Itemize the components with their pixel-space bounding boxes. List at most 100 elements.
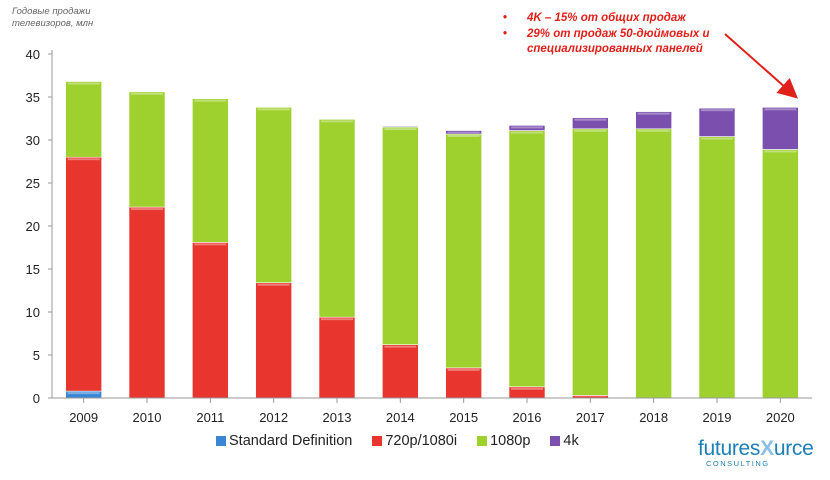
futuresource-logo: futuresXurce CONSULTING [698, 437, 828, 468]
y-tick-label: 25 [26, 176, 40, 191]
bar-segment [762, 149, 799, 399]
legend-label: Standard Definition [229, 433, 353, 449]
legend-item-sd: Standard Definition [216, 433, 352, 449]
x-tick-label: 2010 [133, 410, 162, 425]
y-tick-label: 30 [26, 133, 40, 148]
bar-highlight [764, 150, 797, 153]
bar-segment [65, 156, 102, 392]
bar-segment [255, 282, 292, 399]
x-tick-label: 2013 [323, 410, 352, 425]
bar-highlight [384, 345, 417, 348]
y-tick-label: 15 [26, 262, 40, 277]
bar-segment [445, 367, 482, 399]
x-tick-label: 2016 [513, 410, 542, 425]
bar-segment [635, 111, 672, 130]
legend-swatch [550, 436, 561, 446]
bar-segment [572, 117, 609, 130]
x-tick-label: 2017 [576, 410, 605, 425]
bar-highlight [574, 129, 607, 132]
bars [65, 81, 799, 399]
annotation: 4K – 15% от общих продаж 29% от продаж 5… [503, 11, 763, 58]
bar-highlight [511, 387, 543, 390]
y-tick-label: 40 [26, 47, 40, 62]
bar-highlight [701, 109, 733, 112]
x-tick-label: 2018 [639, 410, 668, 425]
legend-item-4k: 4k [550, 433, 579, 449]
y-axis: 0 5 10 15 20 25 30 35 40 [26, 47, 53, 406]
bar-highlight [447, 134, 480, 137]
bar-segment [508, 130, 546, 388]
bar-highlight [131, 208, 163, 211]
bar-highlight [257, 283, 290, 286]
bar-highlight [447, 368, 480, 371]
bar-segment [698, 107, 736, 137]
legend-label: 1080p [490, 433, 531, 449]
bar-segment [318, 316, 356, 399]
bar-highlight [574, 118, 607, 121]
bar-highlight [511, 131, 543, 134]
bar-highlight [131, 92, 163, 95]
bar-segment [65, 81, 102, 158]
bar-highlight [67, 82, 100, 85]
bar-highlight [194, 99, 227, 102]
bar-segment [762, 107, 799, 150]
bar-highlight [511, 126, 543, 129]
bar-highlight [321, 318, 353, 321]
bar-highlight [447, 131, 480, 133]
bar-segment [445, 130, 482, 135]
bar-segment [128, 206, 166, 399]
bar-highlight [701, 137, 733, 140]
annotation-item: 29% от продаж 50-дюймовых и специализиро… [503, 27, 763, 58]
x-tick-label: 2014 [386, 410, 415, 425]
bar-highlight [257, 108, 290, 111]
bar-segment [572, 128, 609, 396]
bar-highlight [194, 243, 227, 246]
y-tick-label: 20 [26, 219, 40, 234]
y-axis-title-line: Годовые продажи [12, 6, 91, 17]
x-tick-label: 2012 [259, 410, 288, 425]
legend-label: 4k [563, 433, 579, 449]
y-tick-label: 0 [33, 391, 40, 406]
bar-highlight [764, 108, 797, 111]
y-tick-label: 5 [33, 348, 40, 363]
legend-item-720p: 720p/1080i [372, 433, 457, 449]
annotation-item: 4K – 15% от общих продаж [503, 11, 763, 27]
logo-subtitle: CONSULTING [706, 459, 770, 468]
bar-segment [382, 126, 419, 345]
y-axis-title: Годовые продажи телевизоров, млн [12, 6, 162, 30]
logo-wordmark: futuresXurce [698, 437, 814, 460]
legend-swatch [216, 436, 226, 446]
bar-segment [508, 125, 546, 131]
bar-highlight [384, 128, 417, 131]
bar-segment [255, 107, 292, 284]
bar-highlight [574, 396, 607, 397]
bar-highlight [67, 392, 100, 395]
bar-highlight [637, 129, 670, 132]
bar-segment [192, 98, 229, 243]
legend-swatch [477, 436, 488, 446]
x-tick-label: 2020 [766, 410, 795, 425]
bar-segment [128, 91, 166, 208]
x-tick-label: 2011 [196, 410, 224, 425]
bar-highlight [67, 158, 100, 161]
x-tick-label: 2009 [69, 410, 98, 425]
bar-segment [382, 125, 419, 128]
bar-segment [318, 119, 356, 318]
y-tick-label: 10 [26, 305, 40, 320]
x-tick-label: 2019 [703, 410, 732, 425]
bar-segment [635, 128, 672, 399]
x-axis: 2009 2010 2011 2012 2013 2014 2015 2016 2017 2018… [52, 397, 812, 425]
bar-highlight [637, 112, 670, 115]
bar-highlight [321, 120, 353, 123]
bar-segment [192, 242, 229, 399]
legend-label: 720p/1080i [385, 433, 458, 449]
bar-segment [698, 136, 736, 399]
y-tick-label: 35 [26, 90, 40, 105]
x-tick-label: 2015 [449, 410, 478, 425]
bar-segment [382, 344, 419, 399]
legend-swatch [372, 436, 383, 446]
y-axis-title-line: телевизоров, млн [12, 18, 94, 29]
legend: Standard Definition 720p/1080i 1080p 4k [216, 433, 579, 449]
bar-segment [445, 133, 482, 369]
